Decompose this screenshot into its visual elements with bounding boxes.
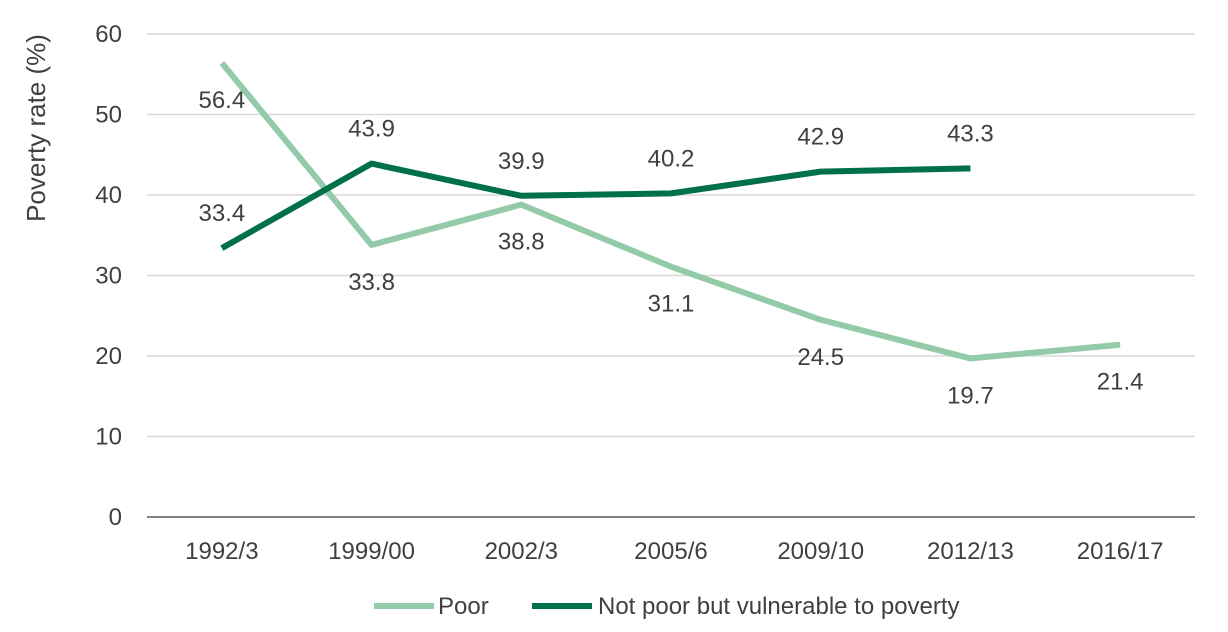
y-tick-label: 20 <box>95 343 122 370</box>
data-label: 19.7 <box>947 382 994 409</box>
series-line <box>220 160 971 251</box>
data-label: 38.8 <box>498 229 545 256</box>
data-label: 31.1 <box>648 291 695 318</box>
x-tick-label: 2012/13 <box>927 538 1014 565</box>
legend-label: Not poor but vulnerable to poverty <box>598 593 960 620</box>
data-label: 39.9 <box>498 148 545 175</box>
data-label: 56.4 <box>198 87 245 114</box>
data-label: 21.4 <box>1097 369 1144 396</box>
data-label: 43.3 <box>947 120 994 147</box>
x-tick-label: 2005/6 <box>634 538 707 565</box>
gridlines <box>147 33 1195 518</box>
data-label: 33.8 <box>348 269 395 296</box>
y-tick-label: 60 <box>95 21 122 48</box>
y-axis-ticks: 0 10 20 30 40 50 60 <box>95 21 122 531</box>
y-tick-label: 30 <box>95 263 122 290</box>
series-line <box>219 61 1121 362</box>
y-tick-label: 10 <box>95 424 122 451</box>
x-tick-label: 1999/00 <box>328 538 415 565</box>
legend: Poor Not poor but vulnerable to poverty <box>374 593 960 620</box>
x-tick-label: 2002/3 <box>485 538 558 565</box>
y-tick-label: 0 <box>109 504 122 531</box>
data-label: 43.9 <box>348 116 395 143</box>
x-tick-label: 1992/3 <box>185 538 258 565</box>
x-tick-label: 2016/17 <box>1077 538 1164 565</box>
data-label: 40.2 <box>648 145 695 172</box>
y-tick-label: 40 <box>95 182 122 209</box>
y-tick-label: 50 <box>95 102 122 129</box>
x-tick-label: 2009/10 <box>777 538 864 565</box>
data-label: 42.9 <box>797 124 844 151</box>
data-labels: 56.4 33.8 38.8 31.1 24.5 19.7 21.4 33.4 43.9 39.9… <box>198 87 1143 409</box>
y-axis-title: Poverty rate (%) <box>21 34 51 222</box>
data-label: 33.4 <box>198 200 245 227</box>
legend-label: Poor <box>438 593 489 620</box>
x-axis-ticks: 1992/3 1999/00 2002/3 2005/6 2009/10 2012/13 2… <box>185 538 1163 565</box>
series-lines <box>219 61 1121 362</box>
data-label: 24.5 <box>797 344 844 371</box>
